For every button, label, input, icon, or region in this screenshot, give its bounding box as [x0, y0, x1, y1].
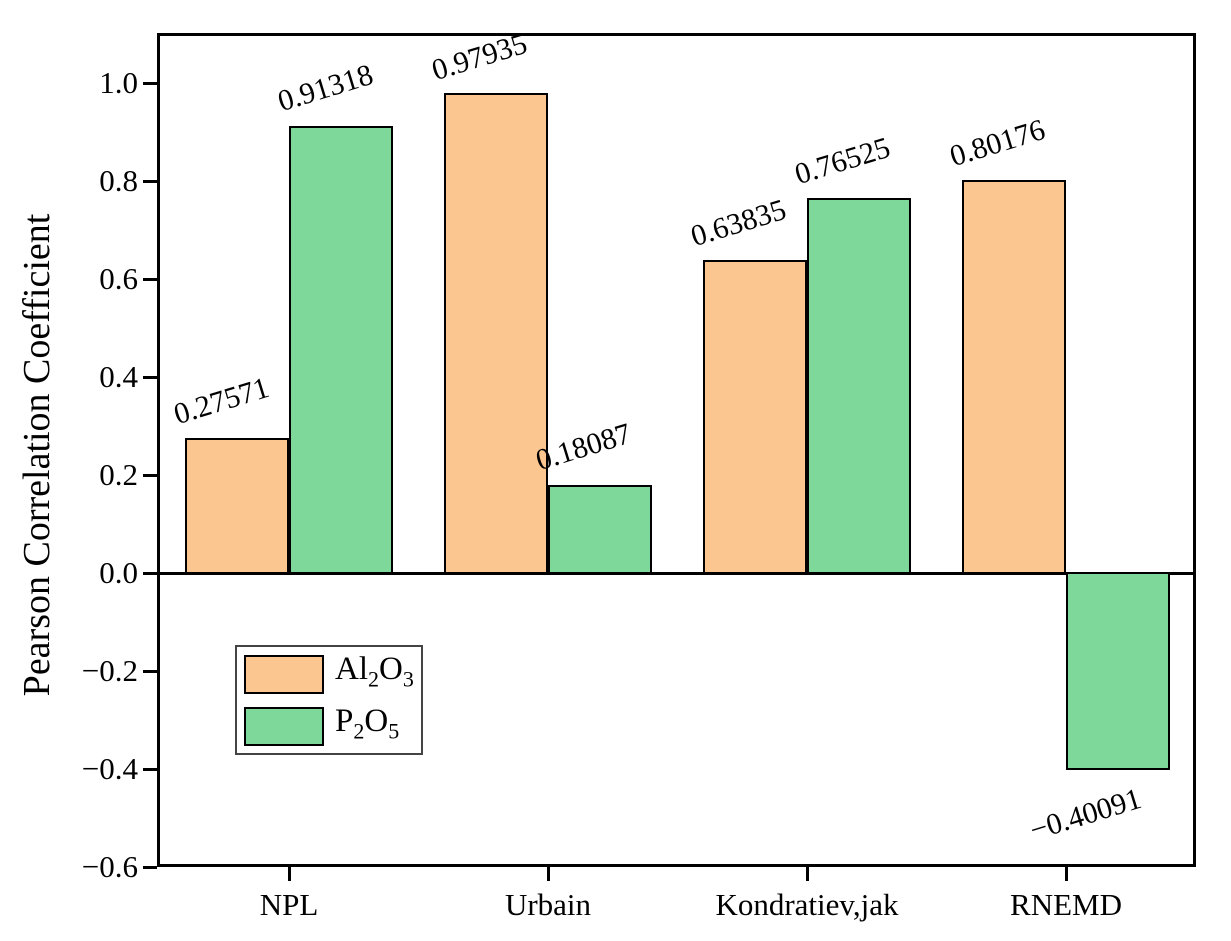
legend-item-p2o5: P2O5	[237, 700, 421, 752]
x-category-label-urbain: Urbain	[504, 887, 592, 922]
y-tick-label: 0.0	[99, 555, 138, 590]
x-tick-mark	[805, 867, 809, 881]
x-tick-mark	[546, 867, 550, 881]
y-tick-mark	[143, 767, 157, 771]
x-category-label-rnemd: RNEMD	[1010, 887, 1122, 922]
y-tick-label: 0.8	[99, 163, 138, 198]
y-tick-mark	[143, 669, 157, 673]
y-tick-mark	[143, 179, 157, 183]
y-tick-mark	[143, 571, 157, 575]
x-category-label-kondratiev: Kondratiev,jak	[715, 887, 899, 922]
bar-al2o3-kondratiev	[703, 260, 807, 574]
bar-al2o3-urbain	[444, 93, 548, 574]
x-tick-mark	[287, 867, 291, 881]
bar-p2o5-kondratiev	[807, 198, 911, 574]
y-tick-mark	[143, 473, 157, 477]
legend-item-al2o3: Al2O3	[237, 648, 421, 700]
bar-al2o3-rnemd	[962, 180, 1066, 574]
y-tick-label: −0.6	[81, 849, 138, 884]
legend-label-p2o5: P2O5	[335, 702, 400, 744]
y-tick-label: 0.4	[99, 359, 138, 394]
zero-axis-line	[157, 571, 1196, 575]
legend: Al2O3 P2O5	[235, 645, 423, 755]
bar-p2o5-rnemd	[1066, 571, 1170, 770]
legend-label-al2o3: Al2O3	[335, 650, 414, 692]
y-tick-label: 0.2	[99, 457, 138, 492]
y-tick-label: 0.6	[99, 261, 138, 296]
x-tick-mark	[1064, 867, 1068, 881]
y-tick-mark	[143, 277, 157, 281]
y-tick-label: −0.2	[81, 653, 138, 688]
y-tick-label: −0.4	[81, 751, 138, 786]
bar-p2o5-urbain	[548, 484, 652, 574]
x-category-label-npl: NPL	[259, 887, 319, 922]
bar-al2o3-npl	[185, 438, 289, 574]
bar-p2o5-npl	[289, 125, 393, 574]
y-tick-mark	[143, 865, 157, 869]
y-tick-label: 1.0	[99, 65, 138, 100]
legend-swatch-al2o3	[244, 654, 324, 694]
y-tick-mark	[143, 81, 157, 85]
y-tick-mark	[143, 375, 157, 379]
legend-swatch-p2o5	[244, 706, 324, 746]
